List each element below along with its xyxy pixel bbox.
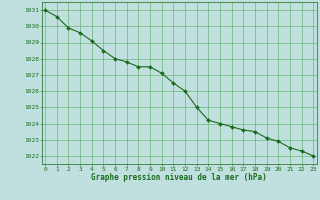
- X-axis label: Graphe pression niveau de la mer (hPa): Graphe pression niveau de la mer (hPa): [91, 173, 267, 182]
